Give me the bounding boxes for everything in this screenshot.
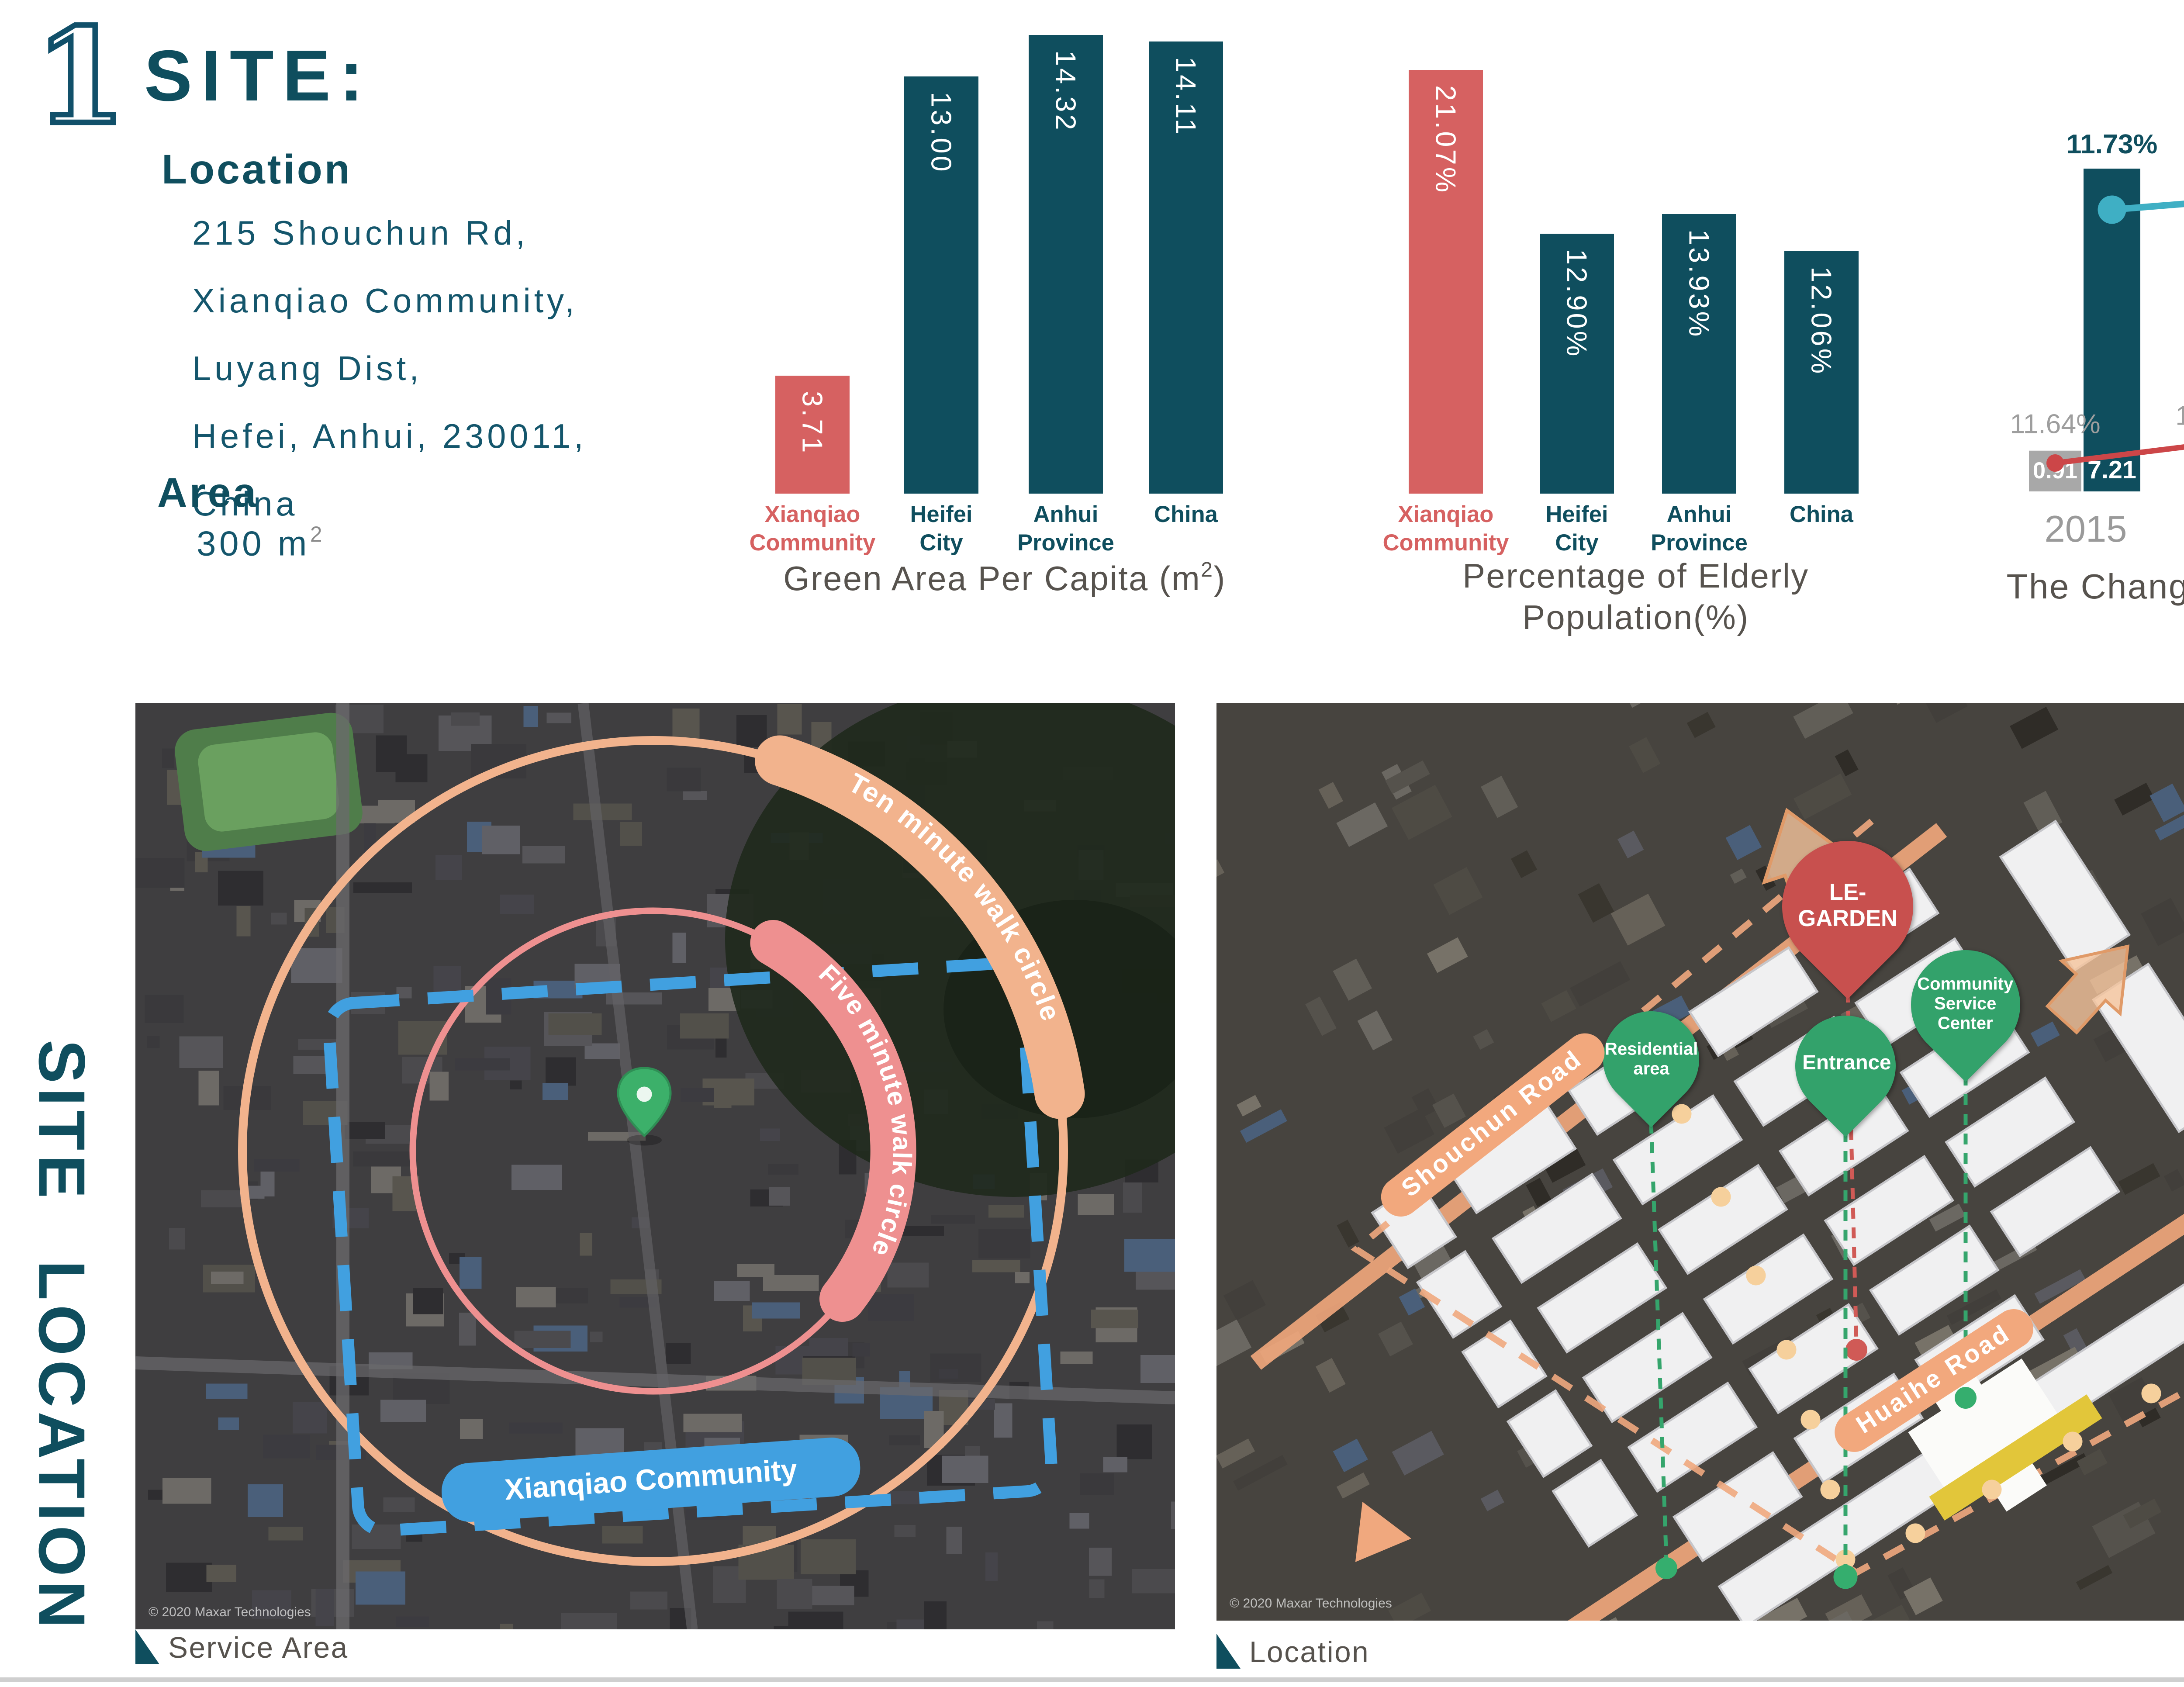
bar-1: 13.00 <box>904 77 978 494</box>
community-boundary <box>323 958 1057 1537</box>
address-line: Luyang Dist, <box>192 352 422 389</box>
address-line: Hefei, Anhui, 230011, <box>192 419 587 456</box>
teal-line-dot <box>2098 195 2126 224</box>
service-center-dot <box>1955 1387 1977 1409</box>
chart-title: Percentage of Elderly Population(%) <box>1462 559 1809 637</box>
chart-text: 11.73% <box>2067 129 2158 159</box>
bar-3: 14.11 <box>1149 41 1223 494</box>
bar-value-label: 3.71 <box>796 390 829 454</box>
chart-elderly-percentage: 21.07% Xianqiao Community 12.90% Heifei Cit… <box>1354 22 1918 677</box>
bar-3: 12.06% <box>1784 251 1859 494</box>
chart-title: Green Area Per Capita (m2) <box>753 559 1256 601</box>
area-value-sup: 2 <box>310 524 325 548</box>
le-garden-dot <box>1845 1339 1867 1361</box>
map-attribution: © 2020 Maxar Technologies <box>1230 1596 1392 1611</box>
bar-value-label: 14.11 <box>1169 57 1203 137</box>
bar-value-label: 12.06% <box>1805 266 1838 376</box>
combo-plot: 20150.917.2120160.957.4420170.977.742018… <box>2010 129 2184 550</box>
section-number: 1 <box>32 2 129 155</box>
bar-category-label: Heifei City <box>910 502 973 557</box>
bar-category-label: Anhui Province <box>1651 502 1748 557</box>
address-line: China <box>192 487 298 524</box>
sports-field-inner <box>198 732 339 832</box>
address-line: 215 Shouchun Rd, <box>192 216 529 253</box>
chart-title: The Change of Elderly Population from 20… <box>2006 570 2184 607</box>
caption-text: Location <box>1249 1636 1370 1669</box>
chart-text: 11.64% <box>2010 409 2100 439</box>
address-line: Xianqiao Community, <box>192 284 578 321</box>
bar-category-label: Xianqiao Community <box>749 502 876 557</box>
bars: 21.07% Xianqiao Community 12.90% Heifei Cit… <box>1354 22 1918 557</box>
site-plan-yellow <box>1929 1394 2102 1521</box>
residential-label: Residential area <box>1604 1039 1698 1079</box>
bar-category-label: China <box>1790 502 1853 529</box>
location-map: © 2020 Maxar Technologies LE-GARDEN Resi… <box>1216 703 2184 1621</box>
bar-value-label: 14.32 <box>1049 50 1082 132</box>
service-area-map-svg: Ten minute walk circle Five minute walk … <box>135 703 1175 1629</box>
le-garden-label: LE-GARDEN <box>1798 880 1897 933</box>
bar-0: 3.71 <box>775 375 850 494</box>
bar-category-label: Anhui Province <box>1017 502 1114 557</box>
chart-title-sup: 2 <box>1201 559 1214 583</box>
chart-text: 2015 <box>2044 508 2127 550</box>
site-pin-dot <box>636 1086 652 1102</box>
bar-category-label: China <box>1154 502 1218 529</box>
bars: 3.71 Xianqiao Community 13.00 Heifei City 14… <box>750 22 1256 557</box>
walk-path-dots <box>1672 1104 2161 1569</box>
pin-shadow <box>627 1134 662 1146</box>
entrance-dot <box>1833 1565 1858 1589</box>
chart-elderly-change-2015-2019: 20150.917.2120160.957.4420170.977.742018… <box>2010 129 2184 550</box>
entrance-label: Entrance <box>1801 1051 1890 1076</box>
area-label: Area <box>157 472 259 518</box>
ten-minute-circle <box>238 736 1068 1566</box>
caption-triangle-icon <box>135 1629 159 1664</box>
bar-value-label: 13.00 <box>925 93 958 175</box>
bar-1: 12.90% <box>1540 234 1614 494</box>
service-center-label: Community Service Center <box>1918 975 2014 1034</box>
caption-triangle-icon <box>1216 1634 1241 1669</box>
boundary-arrowhead-icon <box>1355 1501 1411 1562</box>
connector-residential <box>1649 1122 1669 1562</box>
site-plan-highlight <box>1908 1357 2102 1521</box>
chart-title-text: Green Area Per Capita (m <box>783 561 1201 599</box>
chart-title-text: ) <box>1213 561 1226 599</box>
community-label-pill <box>442 1438 860 1522</box>
area-value-text: 300 m <box>197 527 310 564</box>
bar-category-label: Xianqiao Community <box>1382 502 1509 557</box>
bar-value-label: 12.90% <box>1560 249 1593 359</box>
direction-arrow-icon <box>2045 944 2130 1035</box>
sidebar-vertical-title: SITE LOCATION <box>24 1040 96 1633</box>
residential-dot <box>1655 1557 1677 1579</box>
bar-2: 14.32 <box>1029 35 1103 494</box>
chart-green-area-per-capita: 3.71 Xianqiao Community 13.00 Heifei City 14… <box>750 22 1256 633</box>
location-label: Location <box>162 149 352 194</box>
bar-2: 13.93% <box>1662 213 1736 494</box>
page-title: SITE: <box>144 35 372 116</box>
map-attribution: © 2020 Maxar Technologies <box>149 1605 311 1619</box>
bar-value-label: 21.07% <box>1429 85 1462 195</box>
community-label-group: Xianqiao Community <box>442 1438 860 1522</box>
location-caption: Location <box>1216 1634 1369 1669</box>
bar-0: 21.07% <box>1409 70 1483 494</box>
chart-text: 12.10% <box>2175 401 2184 431</box>
service-area-caption: Service Area <box>135 1629 349 1664</box>
bar-category-label: Heifei City <box>1545 502 1608 557</box>
bar-value-label: 13.93% <box>1683 228 1716 338</box>
caption-text: Service Area <box>168 1632 349 1664</box>
red-line-dot <box>2046 454 2064 472</box>
address-block: 215 Shouchun Rd, Xianqiao Community, Luy… <box>192 201 760 539</box>
area-value: 300 m2 <box>197 524 325 567</box>
bottom-divider <box>0 1677 2184 1681</box>
service-area-map: Ten minute walk circle Five minute walk … <box>135 703 1175 1629</box>
location-map-svg: © 2020 Maxar Technologies <box>1216 703 2184 1621</box>
